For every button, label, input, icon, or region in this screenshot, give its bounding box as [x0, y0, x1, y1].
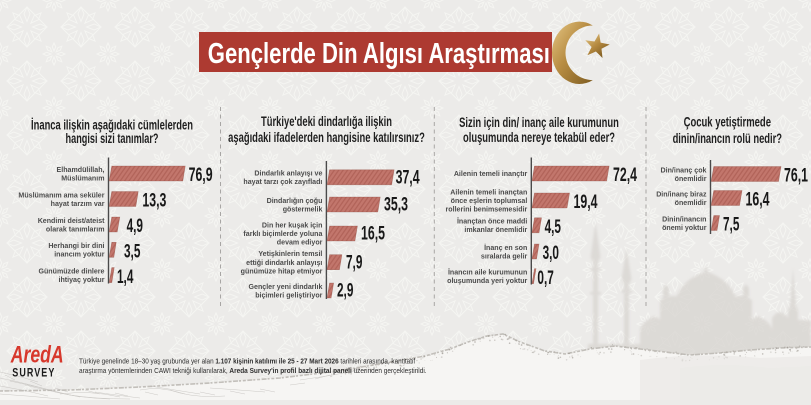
svg-text:35,3: 35,3 — [384, 194, 408, 216]
svg-text:günümüze hitap etmiyor: günümüze hitap etmiyor — [241, 267, 323, 275]
svg-text:Din/inanç biraz: Din/inanç biraz — [656, 190, 707, 198]
svg-text:farklı biçimlerde yoluna: farklı biçimlerde yoluna — [243, 230, 323, 238]
svg-text:7,5: 7,5 — [723, 214, 739, 236]
svg-text:devam ediyor: devam ediyor — [277, 239, 323, 247]
svg-text:72,4: 72,4 — [613, 164, 637, 186]
svg-text:önce eşlerin toplumsal: önce eşlerin toplumsal — [451, 197, 528, 205]
svg-text:oluşumunda nereye tekabül eder: oluşumunda nereye tekabül eder? — [463, 129, 615, 145]
svg-text:oluşumunda yeri yoktur: oluşumunda yeri yoktur — [447, 277, 527, 285]
svg-text:7,9: 7,9 — [346, 251, 362, 273]
svg-text:hangisi sizi tanımlar?: hangisi sizi tanımlar? — [66, 130, 159, 147]
svg-text:Yetişkinlerin temsil: Yetişkinlerin temsil — [258, 250, 322, 258]
svg-text:Türkiye'deki dindarlığa ilişki: Türkiye'deki dindarlığa ilişkin — [261, 113, 392, 129]
svg-text:1,4: 1,4 — [117, 266, 133, 288]
svg-text:16,4: 16,4 — [746, 189, 770, 211]
svg-text:hayat tarzım var: hayat tarzım var — [51, 200, 105, 208]
svg-text:Herhangi bir dini: Herhangi bir dini — [48, 242, 104, 250]
svg-text:önemlidir: önemlidir — [675, 175, 707, 183]
svg-text:İnançtan önce maddi: İnançtan önce maddi — [457, 217, 527, 226]
svg-text:Müslümanım: Müslümanım — [61, 174, 104, 182]
svg-text:sıralarda gelir: sıralarda gelir — [481, 252, 528, 260]
svg-text:76,1: 76,1 — [784, 165, 808, 187]
svg-text:olarak tanımlarım: olarak tanımlarım — [46, 225, 105, 233]
svg-text:Ailenin temeli inançtan: Ailenin temeli inançtan — [450, 188, 527, 196]
svg-text:Gençler yeni dindarlık: Gençler yeni dindarlık — [249, 283, 323, 291]
svg-text:Ailenin temeli inançtır: Ailenin temeli inançtır — [454, 170, 528, 178]
svg-text:16,5: 16,5 — [361, 223, 385, 245]
svg-text:13,3: 13,3 — [142, 190, 166, 212]
svg-text:İnanç en son: İnanç en son — [484, 243, 527, 252]
svg-text:19,4: 19,4 — [574, 191, 598, 213]
svg-text:biçimleri geliştiriyor: biçimleri geliştiriyor — [255, 291, 322, 299]
svg-text:dinin/inancın rolü nedir?: dinin/inancın rolü nedir? — [673, 130, 782, 146]
svg-text:İnanca ilişkin aşağıdaki cümle: İnanca ilişkin aşağıdaki cümlelerden — [31, 115, 193, 133]
svg-text:Gençlerde Din Algısı Araştırma: Gençlerde Din Algısı Araştırması — [208, 38, 550, 69]
svg-text:Sizin için din/ inanç aile kur: Sizin için din/ inanç aile kurumunun — [459, 114, 619, 130]
svg-text:İnancın aile kurumunun: İnancın aile kurumunun — [448, 267, 527, 276]
svg-text:2,9: 2,9 — [337, 280, 353, 302]
svg-text:0,7: 0,7 — [537, 267, 553, 289]
svg-text:Kendimi deist/ateist: Kendimi deist/ateist — [38, 217, 105, 225]
svg-text:Dinin/inancın: Dinin/inancın — [662, 215, 706, 223]
svg-text:önemlidir: önemlidir — [675, 199, 707, 207]
svg-text:inancım yoktur: inancım yoktur — [54, 251, 105, 259]
svg-text:Dindarlığın çoğu: Dindarlığın çoğu — [267, 197, 323, 205]
svg-text:4,9: 4,9 — [127, 215, 143, 237]
svg-text:76,9: 76,9 — [189, 164, 213, 186]
svg-text:aşağıdaki ifadelerden hangisin: aşağıdaki ifadelerden hangisine katılırs… — [228, 129, 425, 145]
svg-text:Din her kuşak için: Din her kuşak için — [262, 221, 323, 229]
svg-text:AredA: AredA — [10, 342, 64, 368]
svg-text:Günümüzde dinlere: Günümüzde dinlere — [38, 267, 104, 275]
svg-text:4,5: 4,5 — [545, 216, 561, 238]
svg-text:göstermelik: göstermelik — [283, 205, 323, 213]
svg-text:hayat tarzı çok zayıfladı: hayat tarzı çok zayıfladı — [243, 178, 322, 186]
svg-text:araştırma yöntemlerinden CAWI: araştırma yöntemlerinden CAWI tekniği ku… — [79, 368, 427, 375]
svg-text:Dindarlık anlayışı ve: Dindarlık anlayışı ve — [254, 170, 322, 178]
svg-text:Müslümanım ama seküler: Müslümanım ama seküler — [18, 191, 104, 199]
svg-text:SURVEY: SURVEY — [12, 366, 55, 380]
svg-text:ihtiyaç yoktur: ihtiyaç yoktur — [59, 276, 105, 284]
svg-text:Çocuk yetiştirmede: Çocuk yetiştirmede — [684, 113, 772, 129]
svg-text:Türkiye genelinde 18–30 yaş gr: Türkiye genelinde 18–30 yaş grubunda yer… — [79, 358, 415, 365]
svg-text:imkanlar önemlidir: imkanlar önemlidir — [464, 226, 527, 234]
svg-text:3,5: 3,5 — [124, 241, 140, 263]
svg-text:3,0: 3,0 — [543, 242, 559, 264]
svg-text:Din/inanç çok: Din/inanç çok — [661, 166, 707, 174]
svg-text:Elhamdülillah,: Elhamdülillah, — [57, 166, 105, 174]
svg-text:rollerini benimsemesidir: rollerini benimsemesidir — [446, 206, 528, 214]
svg-text:37,4: 37,4 — [396, 167, 420, 189]
svg-text:ettiği dindarlık anlayışı: ettiği dindarlık anlayışı — [246, 259, 322, 267]
svg-text:önemi yoktur: önemi yoktur — [662, 224, 707, 232]
